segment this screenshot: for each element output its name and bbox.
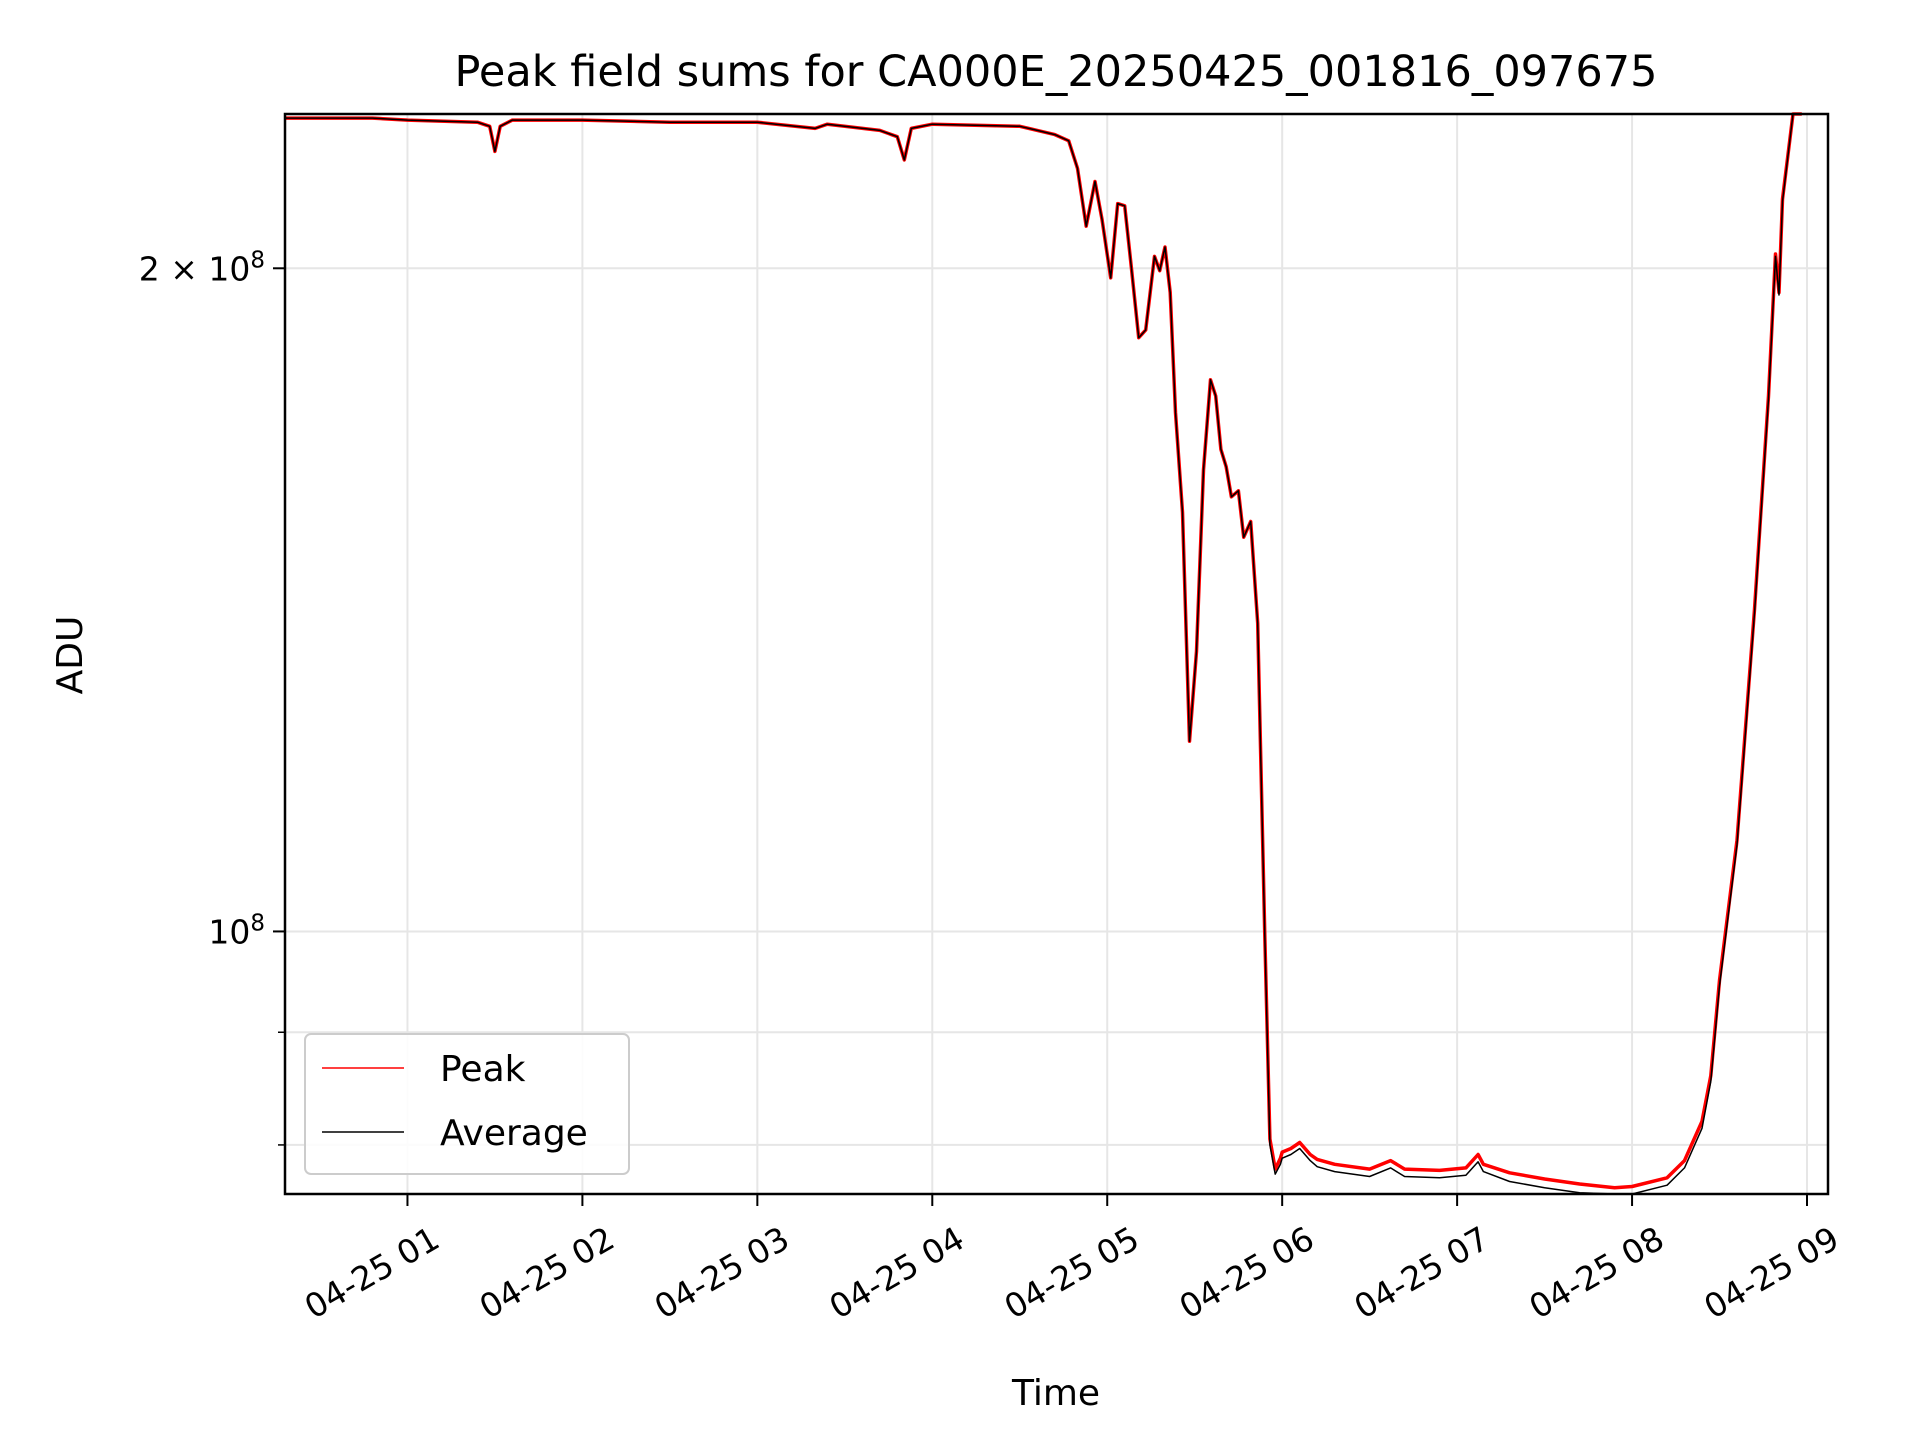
legend-label-peak: Peak: [440, 1049, 526, 1090]
y-tick-label: 108: [208, 910, 265, 951]
x-axis-label: Time: [1011, 1373, 1100, 1414]
y-axis-label: ADU: [50, 616, 91, 695]
grid: [285, 114, 1828, 1194]
chart-title: Peak field sums for CA000E_20250425_0018…: [455, 47, 1658, 97]
y-axis: 2 × 108 108: [139, 247, 285, 1146]
legend: Peak Average: [304, 1033, 630, 1175]
y-tick-label: 2 × 108: [139, 247, 265, 288]
legend-box: [304, 1033, 630, 1175]
legend-label-average: Average: [440, 1113, 588, 1154]
plot-area-frame: [283, 112, 1830, 1196]
